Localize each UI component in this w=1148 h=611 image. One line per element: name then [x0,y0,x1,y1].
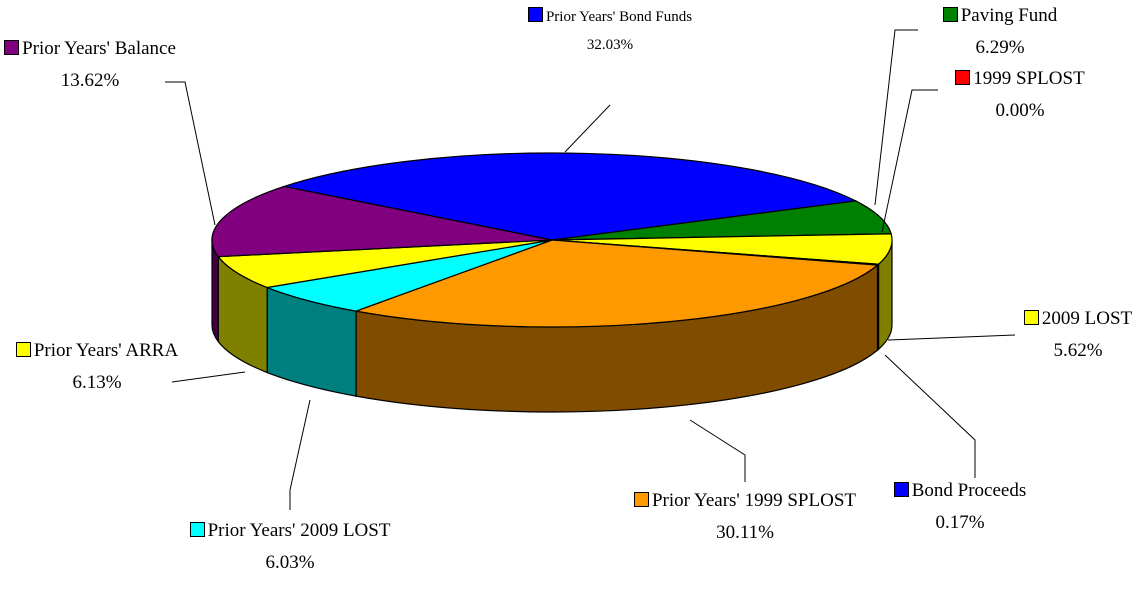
legend-swatch [942,7,958,22]
value-label: 30.11% [716,522,774,543]
category-label: Prior Years' Bond Funds [545,9,693,25]
category-label: Prior Years' 1999 SPLOST [651,490,856,511]
data-label: Prior Years' 1999 SPLOST 30.11% [625,485,865,549]
leader-line [564,104,611,153]
data-label: Prior Years' Bond Funds 32.03% [500,3,720,59]
legend-swatch [893,482,909,497]
leader-line [881,89,938,233]
slice [217,239,553,289]
legend-swatch [15,342,31,357]
data-label: Paving Fund 6.29% [905,0,1095,64]
legend-swatch [4,40,20,55]
value-label: 32.03% [586,37,634,53]
leader-line [165,81,216,226]
category-label: 1999 SPLOST [973,68,1085,89]
data-label: Bond Proceeds 0.17% [870,475,1050,539]
category-label: Prior Years' 2009 LOST [207,520,391,541]
legend-swatch [189,522,205,537]
legend-swatch [955,70,971,85]
value-label: 6.03% [265,552,315,573]
data-label: 2009 LOST 5.62% [1008,303,1148,367]
value-label: 0.17% [935,512,985,533]
legend-swatch [633,492,649,507]
slice [353,239,879,328]
slice [281,152,858,241]
data-label: Prior Years' ARRA 6.13% [2,335,192,399]
value-label: 0.00% [995,100,1045,121]
value-label: 6.13% [72,372,122,393]
legend-swatch [527,7,543,22]
value-label: 6.29% [975,37,1025,58]
data-label: Prior Years' 2009 LOST 6.03% [170,515,410,579]
leader-line [884,354,976,478]
slice [211,185,553,258]
category-label: Prior Years' Balance [22,38,176,59]
category-label: Paving Fund [960,5,1058,26]
legend-swatch [1023,310,1039,325]
slice [264,239,553,312]
leader-line [689,419,746,482]
category-label: 2009 LOST [1041,308,1133,329]
value-label: 5.62% [1053,340,1103,361]
data-label: Prior Years' Balance 13.62% [2,33,178,97]
leader-line [171,371,246,383]
value-label: 13.62% [60,70,120,91]
slice [551,200,892,241]
data-label: 1999 SPLOST 0.00% [925,63,1115,127]
category-label: Bond Proceeds [911,480,1027,501]
leader-line [887,334,1016,341]
leader-line [874,29,918,206]
leader-line [289,399,311,510]
category-label: Prior Years' ARRA [33,340,179,361]
